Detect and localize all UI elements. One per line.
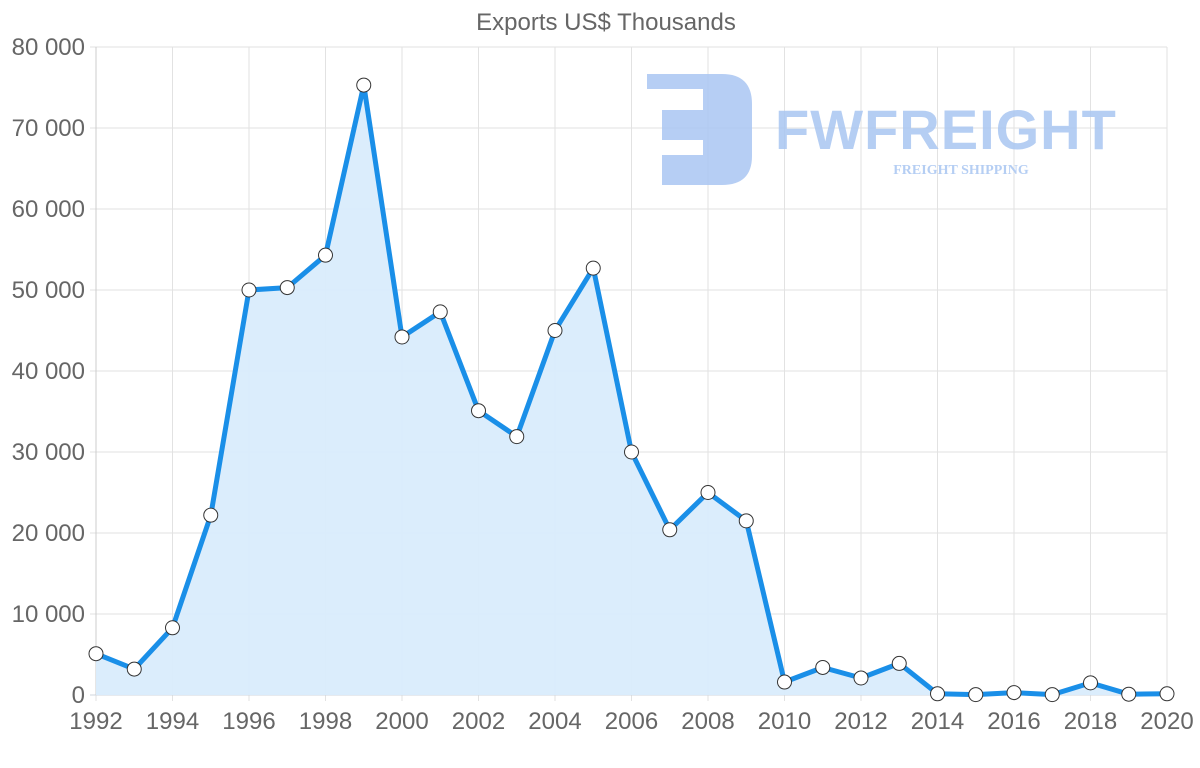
y-axis-labels: 0 10 000 20 000 30 000 40 000 50 000 60 000 70 … bbox=[12, 34, 85, 709]
fwfreight-watermark-logo: FWFREIGHT FREIGHT SHIPPING bbox=[647, 74, 1117, 185]
data-point-2015 bbox=[968, 687, 984, 703]
data-point-2002 bbox=[471, 403, 486, 419]
logo-mark-icon bbox=[647, 74, 752, 185]
x-tick-label: 2016 bbox=[987, 708, 1040, 735]
y-tick-label: 80 000 bbox=[12, 34, 85, 61]
data-point-1998 bbox=[318, 247, 333, 263]
data-point-1996 bbox=[241, 282, 257, 298]
data-point-2009 bbox=[738, 513, 754, 529]
data-point-2003 bbox=[509, 429, 525, 445]
x-tick-label: 2002 bbox=[452, 708, 505, 735]
x-tick-label: 2006 bbox=[605, 708, 658, 735]
data-point-1992 bbox=[88, 646, 104, 662]
data-point-1993 bbox=[126, 661, 142, 677]
data-point-2012 bbox=[853, 670, 869, 686]
y-tick-label: 60 000 bbox=[12, 196, 85, 223]
chart-title: Exports US$ Thousands bbox=[476, 9, 736, 36]
data-point-2010 bbox=[777, 674, 792, 690]
y-tick-label: 0 bbox=[72, 682, 85, 709]
y-tick-label: 70 000 bbox=[12, 115, 85, 142]
y-tick-label: 40 000 bbox=[12, 358, 85, 385]
x-tick-label: 2000 bbox=[375, 708, 428, 735]
x-tick-label: 2014 bbox=[911, 708, 964, 735]
x-tick-label: 2020 bbox=[1140, 708, 1193, 735]
x-tick-label: 2018 bbox=[1064, 708, 1117, 735]
data-point-2014 bbox=[930, 686, 945, 702]
x-tick-label: 2012 bbox=[834, 708, 887, 735]
data-point-1999 bbox=[356, 77, 372, 93]
data-point-2019 bbox=[1121, 686, 1137, 702]
watermark-tagline: FREIGHT SHIPPING bbox=[893, 163, 1029, 178]
data-point-2008 bbox=[700, 485, 716, 500]
x-tick-label: 1992 bbox=[69, 708, 122, 735]
data-point-2016 bbox=[1006, 685, 1022, 701]
x-tick-label: 1998 bbox=[299, 708, 352, 735]
data-point-1997 bbox=[279, 280, 295, 296]
y-tick-label: 50 000 bbox=[12, 277, 85, 304]
data-point-2000 bbox=[394, 329, 410, 345]
data-point-2018 bbox=[1083, 675, 1098, 691]
x-tick-label: 2010 bbox=[758, 708, 811, 735]
x-tick-label: 1994 bbox=[146, 708, 199, 735]
x-axis-labels: 1992 1994 1996 1998 2000 2002 2004 2006 2008 2010… bbox=[69, 708, 1193, 735]
data-point-2005 bbox=[585, 260, 601, 276]
data-point-2007 bbox=[662, 522, 678, 538]
data-point-2017 bbox=[1044, 687, 1060, 703]
data-point-2013 bbox=[891, 655, 907, 671]
data-point-1995 bbox=[203, 507, 219, 523]
x-tick-label: 2004 bbox=[528, 708, 581, 735]
watermark-brand: FWFREIGHT bbox=[775, 98, 1117, 161]
data-point-2006 bbox=[624, 444, 639, 460]
data-point-2011 bbox=[815, 659, 831, 675]
data-point-2020 bbox=[1159, 686, 1175, 702]
data-point-2001 bbox=[432, 304, 448, 320]
y-tick-label: 30 000 bbox=[12, 439, 85, 466]
y-tick-label: 20 000 bbox=[12, 520, 85, 547]
data-point-markers bbox=[88, 77, 1175, 703]
data-point-2004 bbox=[547, 323, 563, 338]
x-tick-label: 1996 bbox=[222, 708, 275, 735]
y-tick-label: 10 000 bbox=[12, 601, 85, 628]
data-point-1994 bbox=[165, 620, 180, 636]
exports-area-fill bbox=[96, 85, 1167, 696]
x-tick-label: 2008 bbox=[681, 708, 734, 735]
